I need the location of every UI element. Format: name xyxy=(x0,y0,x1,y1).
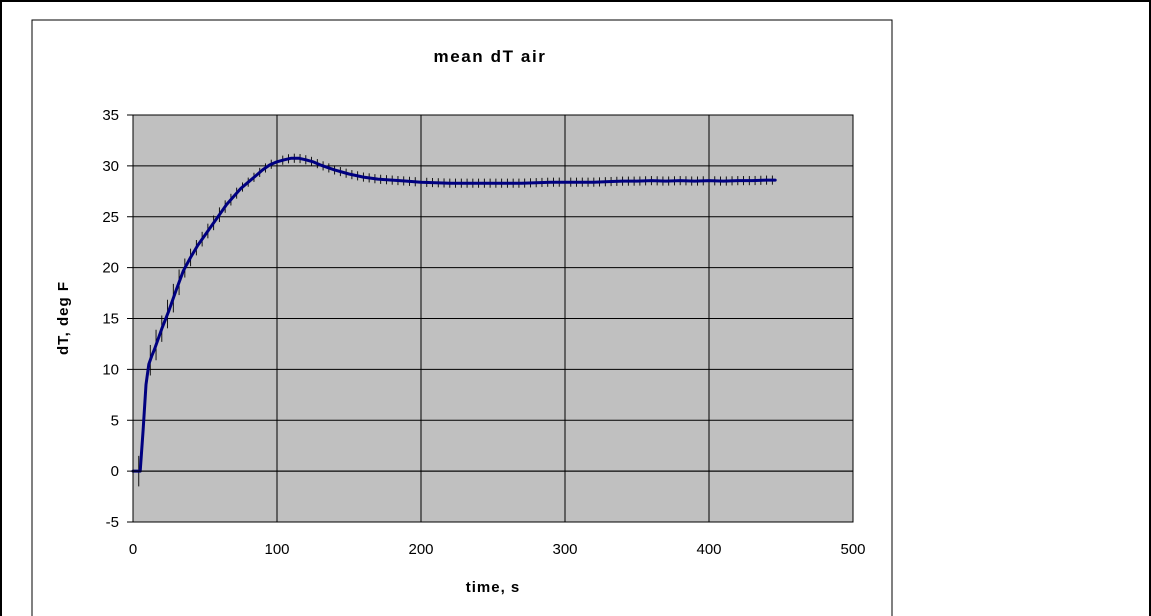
y-tick-label: 5 xyxy=(111,412,119,429)
y-axis-title: dT, deg F xyxy=(55,281,72,355)
y-tick-label: 25 xyxy=(102,209,119,226)
series-line xyxy=(131,156,777,473)
y-tick-label: 10 xyxy=(102,361,119,378)
y-tick-labels: -5 0 5 10 15 20 25 30 35 xyxy=(102,107,119,531)
x-axis-title: time, s xyxy=(466,579,521,596)
x-tick-label: 400 xyxy=(696,541,721,558)
x-tick-label: 300 xyxy=(552,541,577,558)
x-tick-labels: 0 100 200 300 400 500 xyxy=(129,541,866,558)
y-tick-label: -5 xyxy=(106,514,119,531)
x-tick-label: 100 xyxy=(264,541,289,558)
y-tick-label: 35 xyxy=(102,107,119,124)
y-tick-label: 15 xyxy=(102,311,119,328)
y-tick-label: 0 xyxy=(111,463,119,480)
chart-title: mean dT air xyxy=(433,47,546,66)
x-tick-label: 500 xyxy=(840,541,865,558)
x-tick-label: 0 xyxy=(129,541,137,558)
axis-ticks xyxy=(127,114,854,523)
y-tick-label: 20 xyxy=(102,260,119,277)
x-tick-label: 200 xyxy=(408,541,433,558)
y-tick-label: 30 xyxy=(102,158,119,175)
